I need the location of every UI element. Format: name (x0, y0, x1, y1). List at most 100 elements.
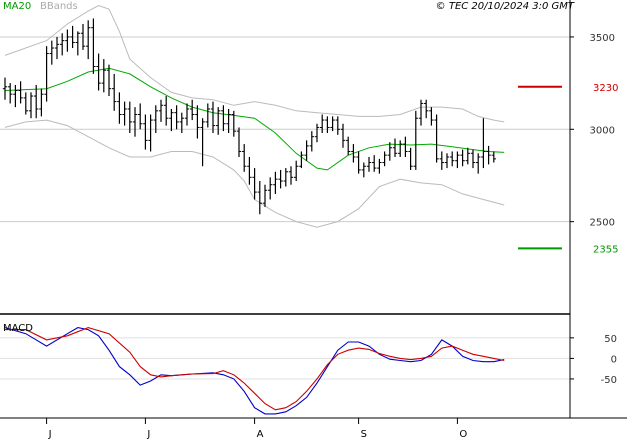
ohlc-bar (444, 153, 450, 169)
ohlc-bar (262, 184, 268, 207)
chart-frame (0, 0, 627, 419)
ohlc-bar (247, 157, 252, 185)
price-bars (2, 18, 496, 215)
ohlc-bar (44, 46, 49, 102)
ohlc-bar (325, 116, 330, 133)
ohlc-bar (429, 107, 434, 126)
ohlc-bar (148, 114, 153, 152)
ohlc-bar (450, 151, 455, 167)
ohlc-bar (424, 99, 429, 119)
month-label: S (361, 429, 367, 440)
ohlc-bar (304, 140, 309, 161)
ohlc-bar (491, 151, 496, 163)
ohlc-bar (294, 160, 299, 182)
ohlc-bar (179, 112, 184, 133)
ohlc-bar (434, 114, 439, 163)
level-label: 2355 (593, 244, 618, 255)
macd-lines (4, 327, 505, 415)
ohlc-bar (117, 92, 122, 124)
bollinger-bands (4, 4, 505, 228)
ohlc-bar (418, 99, 424, 126)
ohlc-bar (153, 105, 158, 133)
ohlc-bar (54, 36, 60, 60)
price-tick-label: 3000 (590, 125, 615, 136)
ohlc-bar (184, 103, 190, 126)
ohlc-bar (96, 53, 101, 91)
ohlc-bar (465, 147, 470, 165)
ohlc-bar (70, 25, 75, 49)
ohlc-bar (169, 108, 174, 132)
ohlc-bar (382, 151, 387, 167)
ohlc-bar (455, 151, 460, 169)
ohlc-bar (408, 147, 413, 170)
ohlc-bar (91, 18, 96, 74)
month-label: O (459, 429, 467, 440)
ohlc-bar (372, 155, 377, 172)
macd-title: MACD (3, 323, 33, 334)
ohlc-bar (101, 59, 106, 93)
ohlc-bar (23, 92, 28, 115)
ohlc-bar (403, 136, 408, 157)
ohlc-bar (13, 84, 18, 108)
ohlc-bar (356, 151, 361, 174)
bband-lower-line (4, 119, 505, 228)
ohlc-bar (413, 110, 418, 170)
ohlc-bar (106, 64, 112, 97)
ohlc-bar (2, 77, 8, 100)
ohlc-bar (216, 107, 221, 135)
ohlc-bar (366, 157, 372, 172)
ohlc-bar (257, 181, 262, 215)
ohlc-bar (236, 127, 242, 157)
price-levels: 3230 2355 (518, 83, 618, 255)
ohlc-bar (481, 118, 486, 169)
ohlc-bar (122, 101, 127, 126)
ohlc-bar (309, 131, 314, 152)
macd-line (4, 327, 505, 415)
ohlc-bar (476, 153, 481, 174)
grid-lines (0, 36, 570, 380)
macd-tick-label: 50 (604, 334, 617, 345)
ohlc-bar (18, 81, 23, 104)
copyright-label: © TEC 20/10/2024 3:0 GMT (436, 1, 575, 12)
bband-upper-line (4, 4, 505, 123)
ohlc-bar (8, 83, 13, 104)
ma20-line-group (4, 67, 505, 171)
ohlc-bar (226, 108, 231, 133)
ohlc-bar (60, 33, 65, 56)
price-tick-label: 2500 (590, 218, 615, 229)
ohlc-bar (361, 162, 366, 178)
ohlc-bar (34, 84, 39, 119)
ohlc-bar (283, 168, 288, 187)
ohlc-bar (460, 149, 465, 167)
macd-tick-label: 0 (611, 354, 617, 365)
ohlc-bar (49, 40, 54, 65)
ohlc-bar (39, 88, 44, 117)
ohlc-bar (486, 145, 491, 165)
ohlc-bar (392, 138, 398, 157)
ohlc-bar (75, 31, 80, 56)
ohlc-bar (158, 99, 164, 122)
ohlc-bar (288, 166, 294, 185)
ohlc-bar (398, 140, 403, 157)
ohlc-bar (330, 116, 335, 132)
ohlc-bar (268, 177, 273, 200)
ohlc-bar (439, 151, 444, 170)
ohlc-bar (299, 151, 304, 169)
ohlc-bar (221, 105, 226, 132)
ohlc-bar (164, 96, 169, 126)
ohlc-bar (205, 103, 210, 128)
ohlc-bar (195, 105, 200, 139)
ohlc-bar (314, 123, 320, 143)
ohlc-bar (351, 144, 356, 163)
ohlc-bar (340, 123, 346, 148)
bbands-legend: BBands (40, 1, 78, 12)
ohlc-bar (335, 116, 340, 135)
ohlc-bar (65, 29, 70, 52)
level-label: 3230 (593, 83, 618, 94)
ohlc-bar (143, 114, 148, 150)
ohlc-bar (346, 136, 351, 156)
month-label: J (146, 429, 150, 440)
price-tick-label: 3500 (590, 33, 615, 44)
